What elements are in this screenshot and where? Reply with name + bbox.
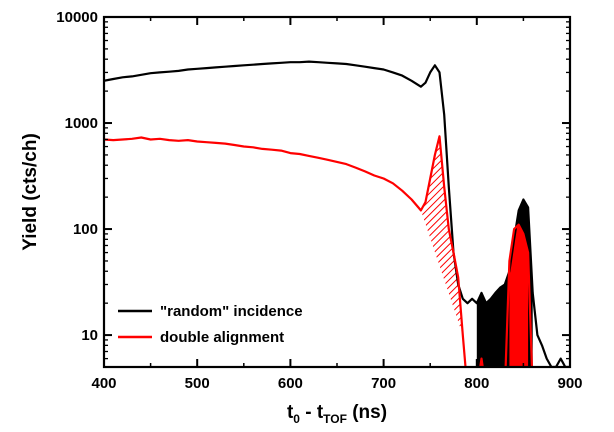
- plot-content: [104, 60, 570, 367]
- y-axis: 10 100 1000 10000: [56, 9, 570, 368]
- x-tick-label: 600: [278, 375, 303, 392]
- x-tick-label: 900: [557, 375, 582, 392]
- x-axis-title-mid: - t: [300, 402, 324, 423]
- legend: "random" incidence double alignment: [118, 303, 303, 346]
- y-axis-title: Yield (cts/ch): [20, 133, 41, 251]
- x-axis-title-sub2: TOF: [323, 412, 347, 426]
- series-line-2: [104, 135, 534, 367]
- x-tick-label: 800: [464, 375, 489, 392]
- x-axis-title: t0 - tTOF (ns): [287, 402, 387, 426]
- x-axis-title-t: t: [287, 402, 294, 423]
- legend-label-2: double alignment: [160, 329, 284, 346]
- series-line-1: [104, 60, 570, 367]
- y-tick-label: 100: [73, 221, 98, 238]
- x-axis: 400 500 600 700 800 900: [91, 17, 583, 392]
- y-tick-label: 10000: [56, 9, 98, 26]
- x-axis-title-unit: (ns): [347, 402, 387, 423]
- x-tick-label: 400: [91, 375, 116, 392]
- highlight-region-3: [509, 224, 529, 367]
- y-tick-label: 10: [81, 327, 98, 344]
- x-tick-label: 500: [185, 375, 210, 392]
- x-tick-label: 700: [371, 375, 396, 392]
- legend-label-1: "random" incidence: [160, 303, 303, 320]
- y-tick-label: 1000: [65, 115, 98, 132]
- x-axis-title-sub1: 0: [293, 412, 300, 426]
- highlight-region-2: [420, 136, 463, 336]
